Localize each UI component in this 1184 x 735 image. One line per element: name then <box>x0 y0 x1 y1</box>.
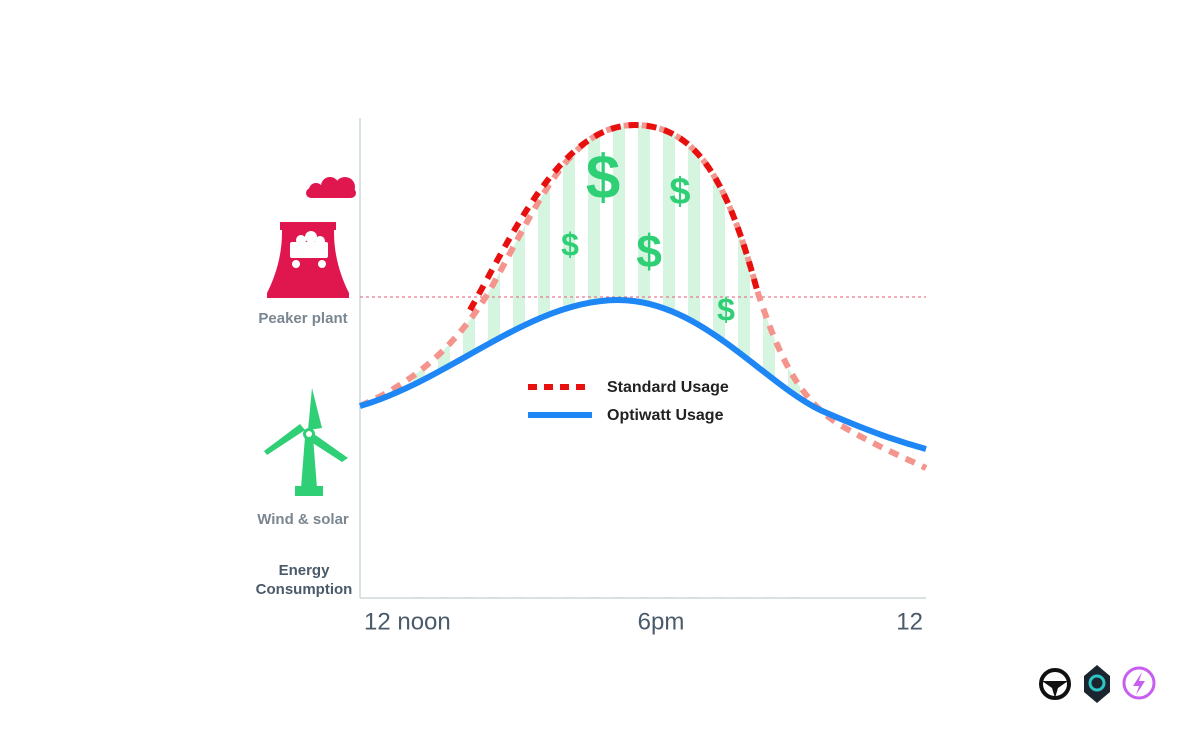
x-label: 12 <box>896 608 923 635</box>
optiwatt-usage-curve <box>359 296 927 452</box>
logo-steering <box>1039 668 1071 700</box>
x-label: 12 noon <box>364 608 451 635</box>
standard-usage-curve <box>467 121 760 312</box>
y-axis-label: Consumption <box>256 581 353 598</box>
level-label: Peaker plant <box>258 310 347 327</box>
dollar: $ <box>669 171 690 213</box>
level-label: Wind & solar <box>257 511 349 528</box>
factory-icon <box>267 177 356 298</box>
factory-cart <box>290 231 328 268</box>
turbine-hub <box>306 431 312 437</box>
x-label: 6pm <box>638 608 685 635</box>
turbine-icon <box>264 388 348 496</box>
dollar: $ <box>717 291 735 327</box>
legend-label: Standard Usage <box>607 379 729 396</box>
logo-pin <box>1084 665 1110 703</box>
mask <box>360 300 926 597</box>
dollar: $ <box>636 225 662 277</box>
logo-bolt <box>1122 666 1156 700</box>
y-axis-label: Energy <box>279 562 331 579</box>
dollar: $ <box>561 226 579 262</box>
dollar: $ <box>586 143 620 212</box>
legend-label: Optiwatt Usage <box>607 407 724 424</box>
